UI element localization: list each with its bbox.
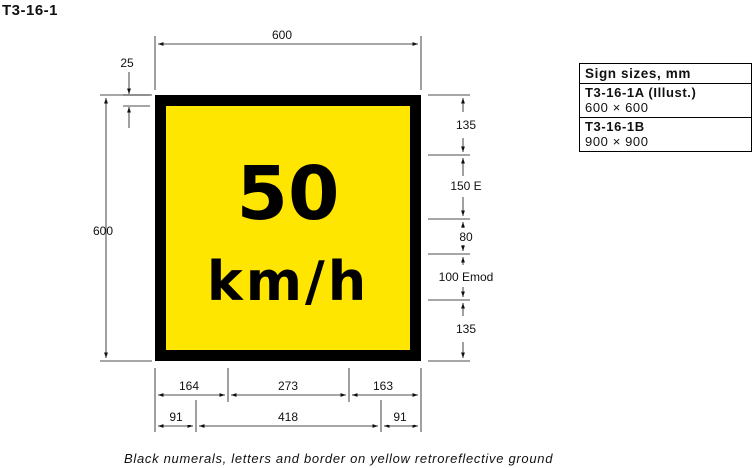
size-row-b: T3-16-1B 900 × 900	[580, 117, 751, 151]
top-width-dimension	[154, 36, 422, 90]
right-dim-2: 150 E	[450, 179, 481, 193]
bottom-dim-5: 418	[278, 410, 298, 424]
size-value-b: 900 × 900	[585, 134, 649, 149]
left-height-label: 600	[93, 224, 113, 238]
right-dimension-lines	[428, 94, 470, 362]
left-height-dimension	[100, 94, 152, 362]
bottom-dim-4: 91	[169, 410, 183, 424]
right-dim-5: 135	[456, 322, 476, 336]
caption: Black numerals, letters and border on ye…	[124, 451, 554, 466]
bottom-dim-3: 163	[373, 379, 393, 393]
top-width-label: 600	[272, 28, 292, 42]
sign-numeral: 50	[237, 151, 340, 237]
size-code-b: T3-16-1B	[585, 119, 645, 134]
size-value-a: 600 × 600	[585, 100, 649, 115]
right-dim-4: 100 Emod	[439, 270, 494, 284]
bottom-dim-6: 91	[393, 410, 407, 424]
size-row-a: T3-16-1A (Illust.) 600 × 600	[580, 83, 751, 117]
sign-sizes-table: Sign sizes, mm T3-16-1A (Illust.) 600 × …	[579, 63, 752, 152]
sign-unit: km/h	[207, 250, 369, 313]
right-dim-1: 135	[456, 118, 476, 132]
sizes-header: Sign sizes, mm	[585, 66, 691, 81]
size-code-a: T3-16-1A (Illust.)	[585, 85, 697, 100]
drawing-title: T3-16-1	[2, 2, 59, 19]
bottom-dim-2: 273	[278, 379, 298, 393]
border-label: 25	[120, 56, 134, 70]
sign-background	[166, 106, 410, 350]
bottom-dimension-lines	[154, 368, 422, 432]
border-dimension	[123, 72, 150, 128]
right-dim-3: 80	[459, 230, 473, 244]
bottom-dim-1: 164	[179, 379, 199, 393]
